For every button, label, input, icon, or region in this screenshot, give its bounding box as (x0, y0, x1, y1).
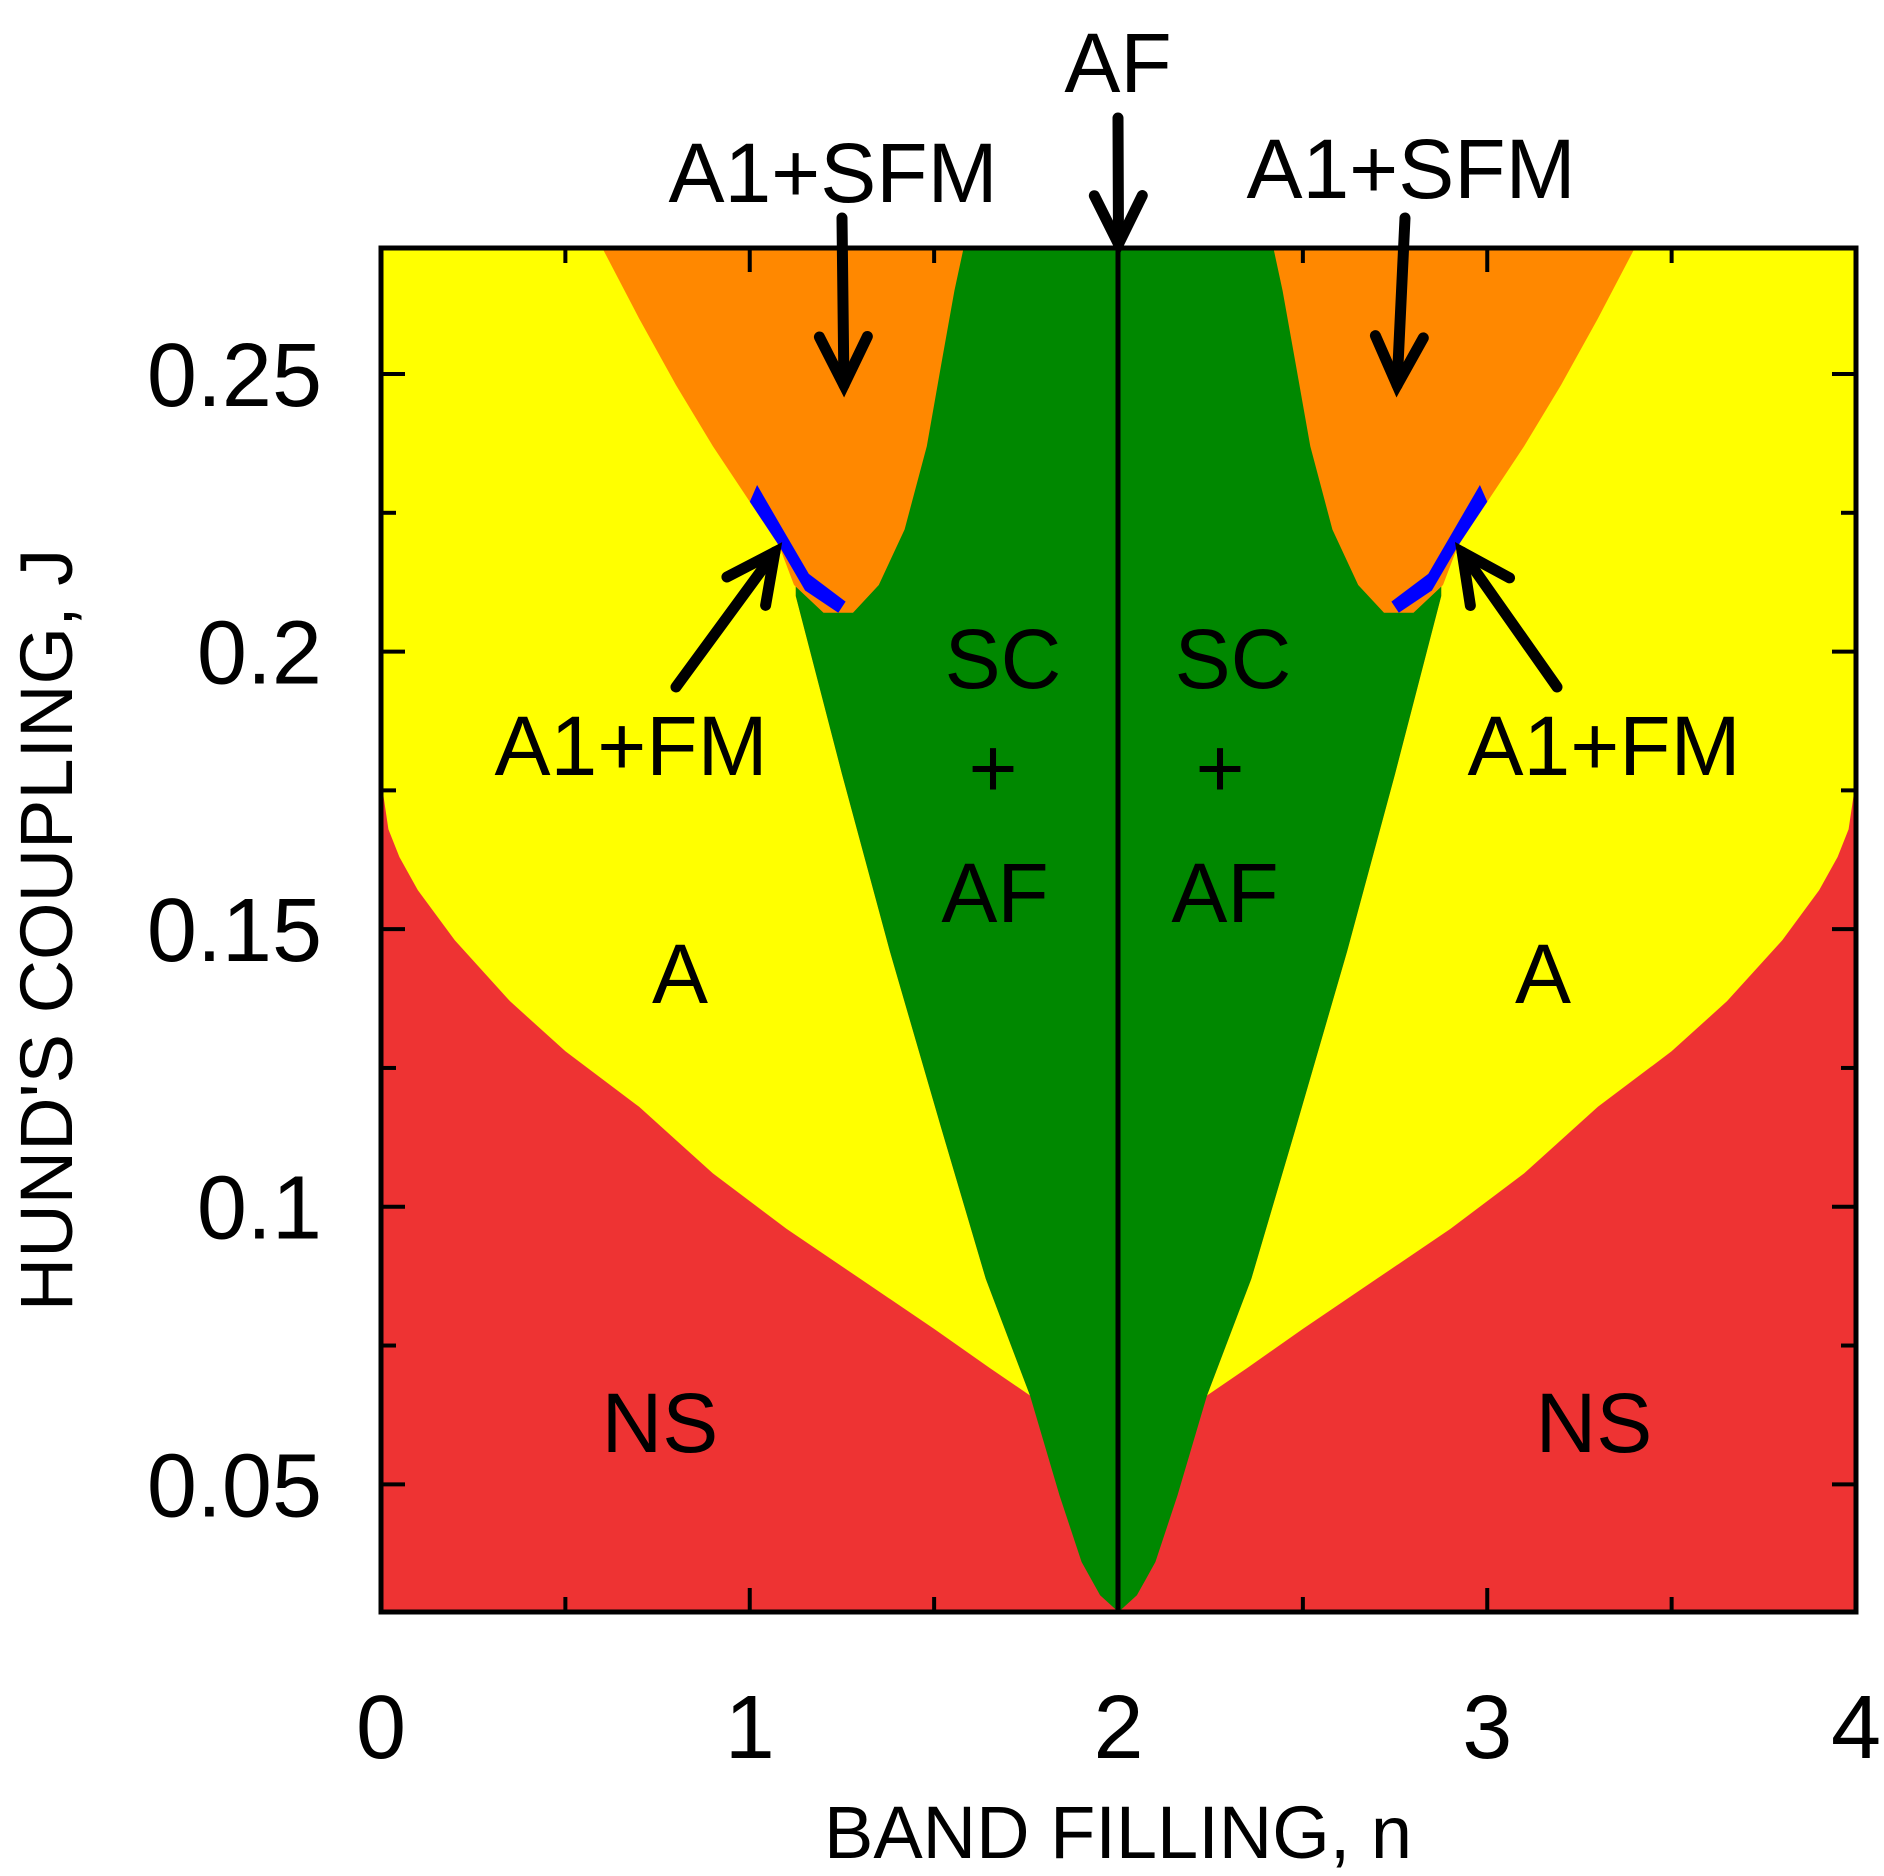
a1fm-left-arrow-head (721, 542, 783, 611)
af-arrow-shaft (1112, 112, 1124, 250)
a1-fm-region-right (1391, 485, 1488, 613)
label-a1fm-left: A1+FM (494, 699, 767, 793)
af-arrow-head (1088, 190, 1148, 257)
label-a1sfm-left: A1+SFM (668, 126, 997, 220)
y-tick-label: 0.05 (147, 1436, 322, 1536)
a-region-left (381, 248, 1030, 1396)
callout-arrows (670, 112, 1563, 693)
a1fm-left-arrow-shaft (670, 546, 781, 693)
x-tick-label: 0 (356, 1678, 406, 1778)
y-tick-label: 0.1 (197, 1159, 322, 1259)
y-tick-label: 0.25 (147, 326, 322, 426)
x-tick-label: 2 (1093, 1678, 1143, 1778)
y-tick-label: 0.2 (197, 604, 322, 704)
a1sfm-right-arrow-shaft (1391, 212, 1411, 391)
label-af-left: AF (941, 846, 1048, 940)
label-a1sfm-right: A1+SFM (1246, 122, 1575, 216)
axis-ticks (379, 248, 1858, 1612)
label-plus-right: + (1195, 721, 1244, 815)
label-a-right: A (1515, 927, 1571, 1021)
a1-fm-region-left (749, 485, 846, 613)
y-axis-label: HUND'S COUPLING, J (5, 549, 88, 1311)
a1fm-right-arrow-head (1454, 541, 1516, 611)
a1-sfm-region-right (1273, 248, 1635, 613)
label-af-top: AF (1064, 16, 1171, 110)
a1sfm-left-arrow-head (813, 330, 873, 398)
label-a1fm-right: A1+FM (1467, 699, 1740, 793)
label-plus-left: + (968, 721, 1017, 815)
a1-sfm-region-left (602, 248, 964, 613)
y-tick-label: 0.15 (147, 881, 322, 981)
a-region-right (1207, 248, 1856, 1396)
x-tick-label: 3 (1462, 1678, 1512, 1778)
label-ns-left: NS (602, 1376, 719, 1470)
label-a-left: A (652, 927, 708, 1021)
label-af-right: AF (1171, 846, 1278, 940)
a1sfm-left-arrow-shaft (836, 212, 850, 391)
axis-tick-labels: 0 1 2 3 4 0.05 0.1 0.15 0.2 0.25 (147, 326, 1881, 1778)
label-ns-right: NS (1536, 1376, 1653, 1470)
label-sc-left: SC (945, 612, 1062, 706)
a1fm-right-arrow-shaft (1456, 546, 1563, 693)
label-sc-right: SC (1175, 612, 1292, 706)
x-tick-label: 1 (725, 1678, 775, 1778)
x-axis-label: BAND FILLING, n (824, 1791, 1412, 1874)
x-tick-label: 4 (1831, 1678, 1881, 1778)
a1sfm-right-arrow-head (1369, 330, 1429, 398)
